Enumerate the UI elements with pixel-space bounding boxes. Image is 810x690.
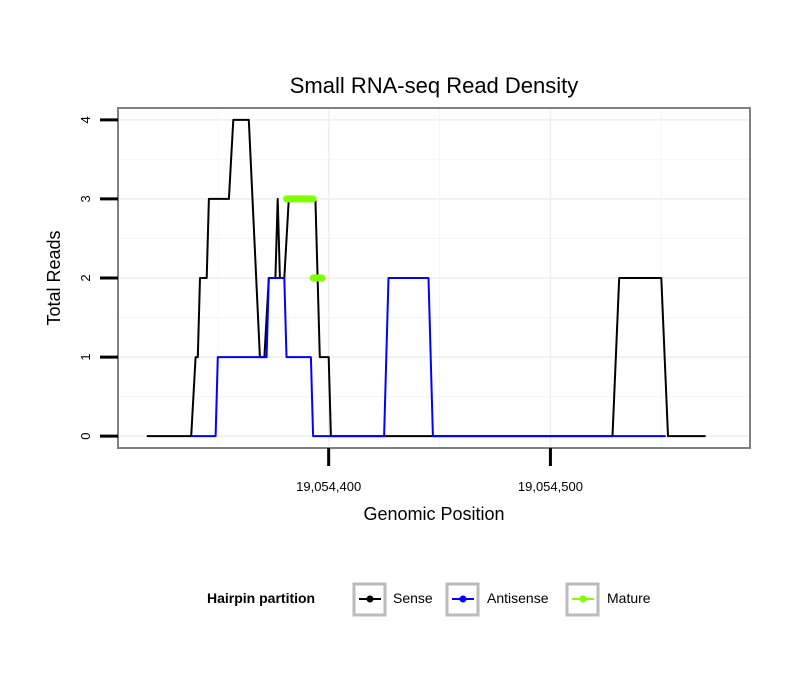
y-tick-label-3: 3 — [78, 195, 93, 202]
x-axis-title: Genomic Position — [363, 504, 504, 524]
series-layer — [146, 118, 706, 438]
legend-label-antisense: Antisense — [487, 590, 549, 606]
chart-title: Small RNA-seq Read Density — [290, 73, 579, 98]
legend-label-sense: Sense — [393, 590, 433, 606]
y-axis-title: Total Reads — [44, 230, 64, 325]
y-axis-ticks: 0 1 2 3 4 — [78, 116, 118, 440]
y-tick-label-0: 0 — [78, 433, 93, 440]
legend-entry-sense: Sense — [352, 582, 433, 617]
series-line-antisense — [191, 277, 666, 438]
legend: Hairpin partition Sense Antisense Mature — [207, 582, 651, 617]
legend-entry-mature: Mature — [565, 582, 651, 617]
legend-title: Hairpin partition — [207, 590, 315, 606]
x-tick-label: 19,054,400 — [296, 479, 361, 494]
x-axis-ticks: 19,054,400 19,054,500 — [296, 448, 583, 494]
legend-key-point-mature — [579, 595, 587, 603]
y-tick-label-2: 2 — [78, 274, 93, 281]
x-tick-label: 19,054,500 — [518, 479, 583, 494]
legend-key-point-antisense — [459, 595, 467, 603]
legend-entry-antisense: Antisense — [445, 582, 549, 617]
y-tick-label-4: 4 — [78, 116, 93, 123]
legend-label-mature: Mature — [607, 590, 651, 606]
y-tick-label-1: 1 — [78, 353, 93, 360]
legend-key-point-sense — [366, 595, 374, 603]
